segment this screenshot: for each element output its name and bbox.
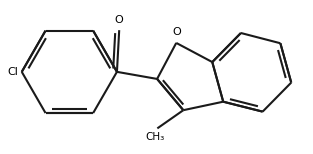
Text: O: O — [173, 27, 182, 37]
Text: Cl: Cl — [8, 67, 18, 77]
Text: O: O — [115, 15, 124, 25]
Text: CH₃: CH₃ — [146, 132, 165, 142]
